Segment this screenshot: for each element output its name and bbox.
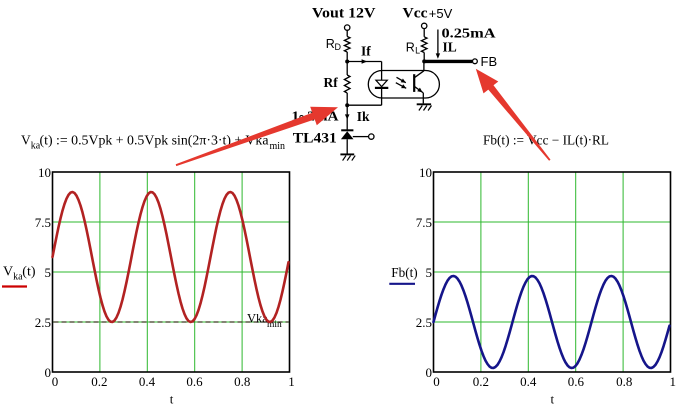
svg-text:10: 10 [38,165,51,180]
svg-text:V: V [3,265,13,280]
svg-text:t: t [170,392,174,407]
svg-text:If: If [361,44,371,59]
svg-text:Rf: Rf [324,75,339,90]
svg-text:Vcc: Vcc [403,6,428,22]
svg-text:ka: ka [13,272,23,283]
svg-text:L: L [415,45,420,55]
svg-text:0.2: 0.2 [473,374,489,389]
svg-text:min: min [267,320,282,330]
svg-text:1: 1 [288,374,295,389]
svg-text:0.8: 0.8 [234,374,250,389]
svg-text:IL: IL [443,40,457,55]
svg-text:0: 0 [433,374,440,389]
svg-text:0.8: 0.8 [616,374,632,389]
svg-text:0: 0 [52,374,59,389]
svg-text:5: 5 [426,265,433,280]
svg-text:TL431: TL431 [293,130,337,146]
svg-text:Ik: Ik [357,109,370,124]
svg-text:t: t [550,392,554,407]
svg-text:2.5: 2.5 [35,315,51,330]
svg-text:ka: ka [31,141,41,152]
svg-text:0.6: 0.6 [568,374,585,389]
svg-text:10: 10 [419,165,432,180]
svg-text:D: D [335,42,342,52]
svg-text:0.4: 0.4 [139,374,156,389]
svg-text:0: 0 [45,365,52,380]
svg-text:1: 1 [669,374,676,389]
svg-text:Fb(t) := Vcc − IL(t)·RL: Fb(t) := Vcc − IL(t)·RL [483,133,609,148]
svg-text:5: 5 [45,265,52,280]
svg-text:(t): (t) [22,265,36,280]
svg-text:Fb(t): Fb(t) [391,265,417,280]
svg-text:0: 0 [426,365,433,380]
svg-text:V: V [21,133,31,148]
svg-text:0.2: 0.2 [91,374,107,389]
svg-text:2.5: 2.5 [416,315,432,330]
svg-text:FB: FB [481,54,498,69]
svg-text:R: R [406,41,415,55]
svg-text:0.4: 0.4 [520,374,537,389]
svg-text:Vout 12V: Vout 12V [312,6,376,22]
svg-text:+5V: +5V [429,6,453,21]
svg-text:R: R [326,37,335,51]
svg-text:7.5: 7.5 [416,215,432,230]
svg-text:0.25mA: 0.25mA [442,27,497,42]
svg-text:min: min [270,141,286,152]
svg-text:7.5: 7.5 [35,215,51,230]
svg-text:0.6: 0.6 [186,374,203,389]
svg-text:(t) := 0.5Vpk + 0.5Vpk sin(2π·: (t) := 0.5Vpk + 0.5Vpk sin(2π·3·t) + Vka [40,133,269,148]
